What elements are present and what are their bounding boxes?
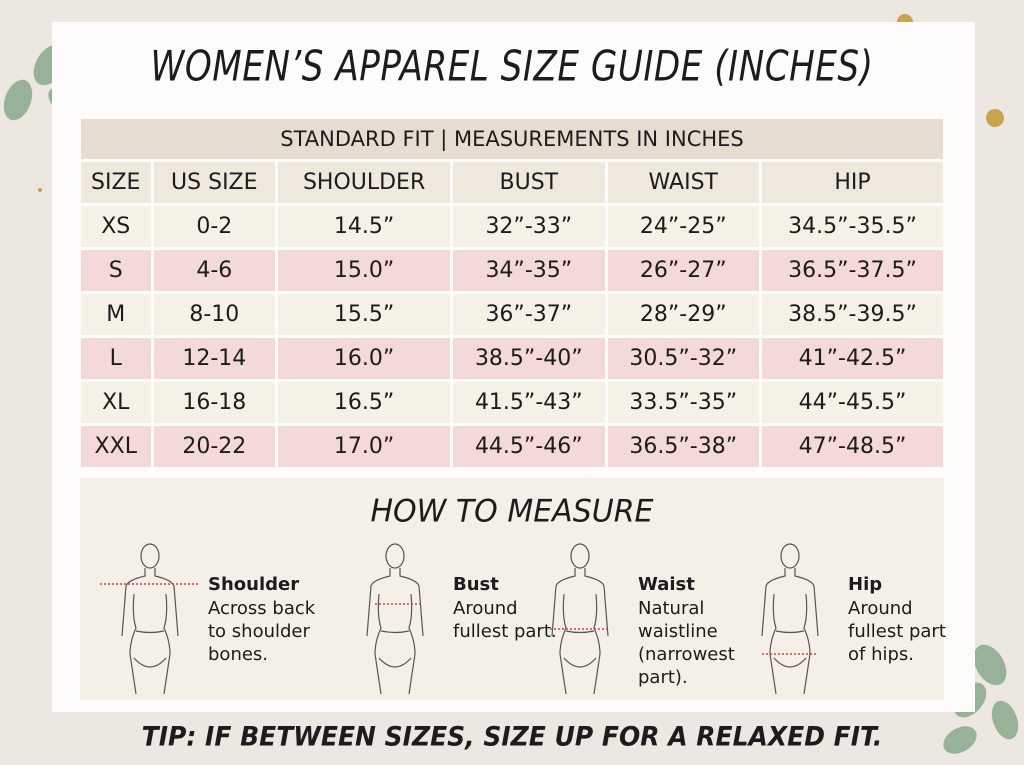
cell: 28”-29” — [607, 294, 759, 335]
cell: 32”-33” — [453, 206, 605, 247]
figure — [550, 543, 610, 695]
table-caption: STANDARD FIT | MEASUREMENTS IN INCHES — [81, 119, 943, 159]
column-header: BUST — [453, 162, 605, 203]
figure — [761, 543, 819, 695]
table-row: M 8-10 15.5” 36”-37” 28”-29” 38.5”-39.5” — [81, 294, 943, 335]
cell: 44”-45.5” — [761, 382, 943, 423]
table-row: S 4-6 15.0” 34”-35” 26”-27” 36.5”-37.5” — [81, 250, 943, 291]
tip: TIP: IF BETWEEN SIZES, SIZE UP FOR A REL… — [141, 721, 883, 752]
cell: 41”-42.5” — [761, 338, 943, 379]
size-table: STANDARD FIT | MEASUREMENTS IN INCHES SI… — [78, 116, 946, 470]
cell: 47”-48.5” — [761, 426, 943, 467]
column-header: SIZE — [81, 162, 151, 203]
measure-label: Hip — [848, 574, 883, 595]
cell: L — [81, 338, 151, 379]
cell: 41.5”-43” — [453, 382, 605, 423]
column-header: WAIST — [607, 162, 759, 203]
table-row: XS 0-2 14.5” 32”-33” 24”-25” 34.5”-35.5” — [81, 206, 943, 247]
column-header: HIP — [761, 162, 943, 203]
cell: XL — [81, 382, 151, 423]
title: WOMEN’S APPAREL SIZE GUIDE (INCHES) — [150, 41, 874, 91]
cell: XS — [81, 206, 151, 247]
cell: 26”-27” — [607, 250, 759, 291]
measure-label: Waist — [638, 574, 695, 595]
cell: 16.5” — [278, 382, 451, 423]
cell: M — [81, 294, 151, 335]
cell: 15.0” — [278, 250, 451, 291]
cell: XXL — [81, 426, 151, 467]
section-title: HOW TO MEASURE — [370, 493, 654, 530]
cell: 36”-37” — [453, 294, 605, 335]
measure-text: Around fullest part of hips. — [848, 598, 946, 665]
cell: 16.0” — [278, 338, 451, 379]
cell: 24”-25” — [607, 206, 759, 247]
cell: 34.5”-35.5” — [761, 206, 943, 247]
measure-text: Across back to shoulder bones. — [208, 598, 316, 665]
cell: 38.5”-39.5” — [761, 294, 943, 335]
cell: 38.5”-40” — [453, 338, 605, 379]
column-header: SHOULDER — [278, 162, 451, 203]
measure-text: Natural waistline (narrowest part). — [638, 598, 735, 688]
table-row: XL 16-18 16.5” 41.5”-43” 33.5”-35” 44”-45.5” — [81, 382, 943, 423]
table-row: XXL 20-22 17.0” 44.5”-46” 36.5”-38” 47”-48.5” — [81, 426, 943, 467]
cell: 44.5”-46” — [453, 426, 605, 467]
cell: 30.5”-32” — [607, 338, 759, 379]
cell: 36.5”-38” — [607, 426, 759, 467]
cell: 20-22 — [153, 426, 276, 467]
cell: 17.0” — [278, 426, 451, 467]
column-header: US SIZE — [153, 162, 276, 203]
figure — [366, 543, 424, 695]
cell: 36.5”-37.5” — [761, 250, 943, 291]
measure-label: Bust — [453, 574, 499, 595]
how-to-measure: HOW TO MEASURE Shoulder Across back to sh… — [80, 478, 946, 700]
measure-text: Around fullest part. — [453, 598, 557, 642]
figure — [100, 543, 200, 695]
cell: 4-6 — [153, 250, 276, 291]
table-row: L 12-14 16.0” 38.5”-40” 30.5”-32” 41”-42.5” — [81, 338, 943, 379]
cell: 8-10 — [153, 294, 276, 335]
cell: 0-2 — [153, 206, 276, 247]
cell: 14.5” — [278, 206, 451, 247]
cell: 34”-35” — [453, 250, 605, 291]
cell: 16-18 — [153, 382, 276, 423]
measure-label: Shoulder — [208, 574, 300, 595]
cell: 15.5” — [278, 294, 451, 335]
cell: S — [81, 250, 151, 291]
cell: 33.5”-35” — [607, 382, 759, 423]
cell: 12-14 — [153, 338, 276, 379]
